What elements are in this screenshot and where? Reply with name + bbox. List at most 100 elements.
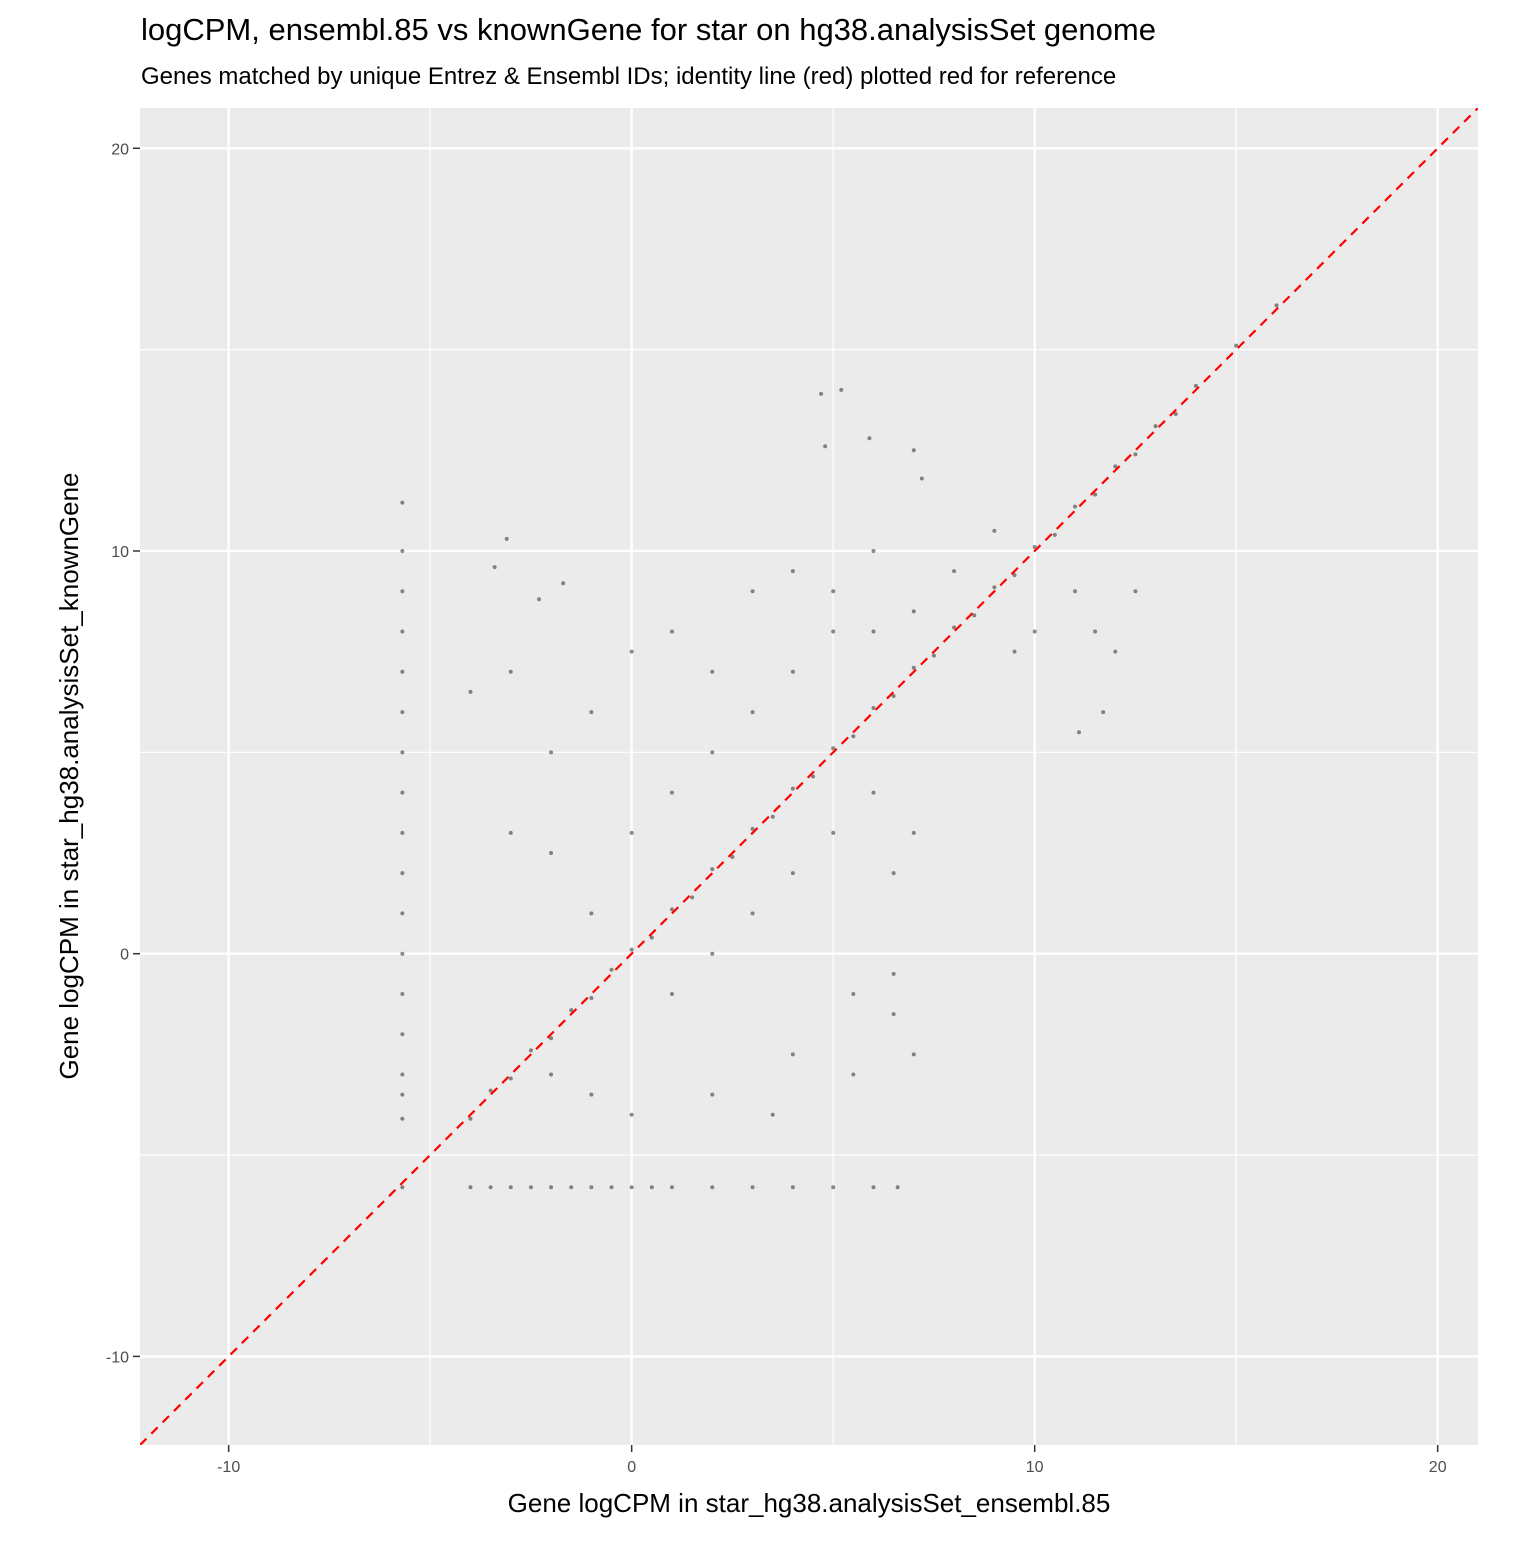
points — [400, 303, 1279, 1190]
point — [629, 830, 634, 835]
point — [790, 786, 795, 791]
point — [1052, 532, 1057, 537]
point — [1072, 589, 1077, 594]
point — [669, 1185, 674, 1190]
point — [750, 1185, 755, 1190]
point — [528, 1185, 533, 1190]
point — [831, 746, 836, 751]
point — [1133, 452, 1138, 457]
point — [790, 871, 795, 876]
point — [790, 1185, 795, 1190]
point — [400, 951, 405, 956]
point — [1193, 383, 1198, 388]
point — [508, 669, 513, 674]
point — [400, 1072, 405, 1077]
point — [911, 665, 916, 670]
point — [1012, 573, 1017, 578]
point — [750, 589, 755, 594]
point — [629, 1112, 634, 1117]
x-tick-label: 20 — [1429, 1459, 1447, 1476]
point — [895, 1185, 900, 1190]
point — [508, 830, 513, 835]
point — [710, 951, 715, 956]
point — [400, 750, 405, 755]
point — [1093, 492, 1098, 497]
point — [400, 548, 405, 553]
point — [992, 528, 997, 533]
point — [911, 1052, 916, 1057]
point — [669, 991, 674, 996]
point — [569, 1008, 574, 1013]
point — [750, 911, 755, 916]
point — [831, 830, 836, 835]
reference — [140, 108, 1478, 1445]
y-tick-label: -10 — [106, 1349, 129, 1366]
axes: -10 0 10 20 -10 0 10 20 — [106, 141, 1447, 1476]
point — [400, 1185, 405, 1190]
point — [919, 476, 924, 481]
point — [629, 947, 634, 952]
point — [851, 991, 856, 996]
y-axis-title: Gene logCPM in star_hg38.analysisSet_kno… — [54, 472, 84, 1079]
point — [400, 710, 405, 715]
point — [561, 581, 566, 586]
point — [629, 649, 634, 654]
point — [1032, 629, 1037, 634]
point — [871, 548, 876, 553]
point — [891, 971, 896, 976]
point — [1173, 412, 1178, 417]
point — [400, 991, 405, 996]
point — [1153, 424, 1158, 429]
point — [400, 911, 405, 916]
point — [508, 1185, 513, 1190]
point — [839, 387, 844, 392]
point — [710, 1185, 715, 1190]
point — [790, 1052, 795, 1057]
y-tick-label: 20 — [111, 141, 129, 158]
point — [400, 629, 405, 634]
point — [1032, 544, 1037, 549]
point — [992, 585, 997, 590]
point — [1113, 649, 1118, 654]
point — [770, 814, 775, 819]
point — [400, 500, 405, 505]
y-tick-label: 10 — [111, 544, 129, 561]
point — [790, 569, 795, 574]
point — [710, 669, 715, 674]
point — [891, 871, 896, 876]
point — [400, 1032, 405, 1037]
point — [549, 1185, 554, 1190]
point — [831, 629, 836, 634]
point — [669, 907, 674, 912]
point — [770, 1112, 775, 1117]
point — [710, 750, 715, 755]
point — [952, 625, 957, 630]
point — [649, 935, 654, 940]
chart-subtitle: Genes matched by unique Entrez & Ensembl… — [141, 63, 1116, 90]
point — [629, 1185, 634, 1190]
point — [528, 1048, 533, 1053]
point — [851, 734, 856, 739]
point — [823, 444, 828, 449]
point — [750, 710, 755, 715]
point — [536, 597, 541, 602]
point — [1274, 303, 1279, 308]
point — [400, 1092, 405, 1097]
point — [400, 1116, 405, 1121]
point — [504, 536, 509, 541]
point — [468, 1185, 473, 1190]
point — [589, 995, 594, 1000]
point — [589, 710, 594, 715]
point — [1077, 730, 1082, 735]
point — [669, 790, 674, 795]
identity-line — [140, 108, 1478, 1445]
x-tick-label: 10 — [1026, 1459, 1044, 1476]
point — [589, 911, 594, 916]
point — [1234, 343, 1239, 348]
point — [609, 967, 614, 972]
point — [649, 1185, 654, 1190]
point — [790, 669, 795, 674]
point — [400, 790, 405, 795]
x-axis-title: Gene logCPM in star_hg38.analysisSet_ens… — [508, 1488, 1111, 1518]
point — [1072, 504, 1077, 509]
